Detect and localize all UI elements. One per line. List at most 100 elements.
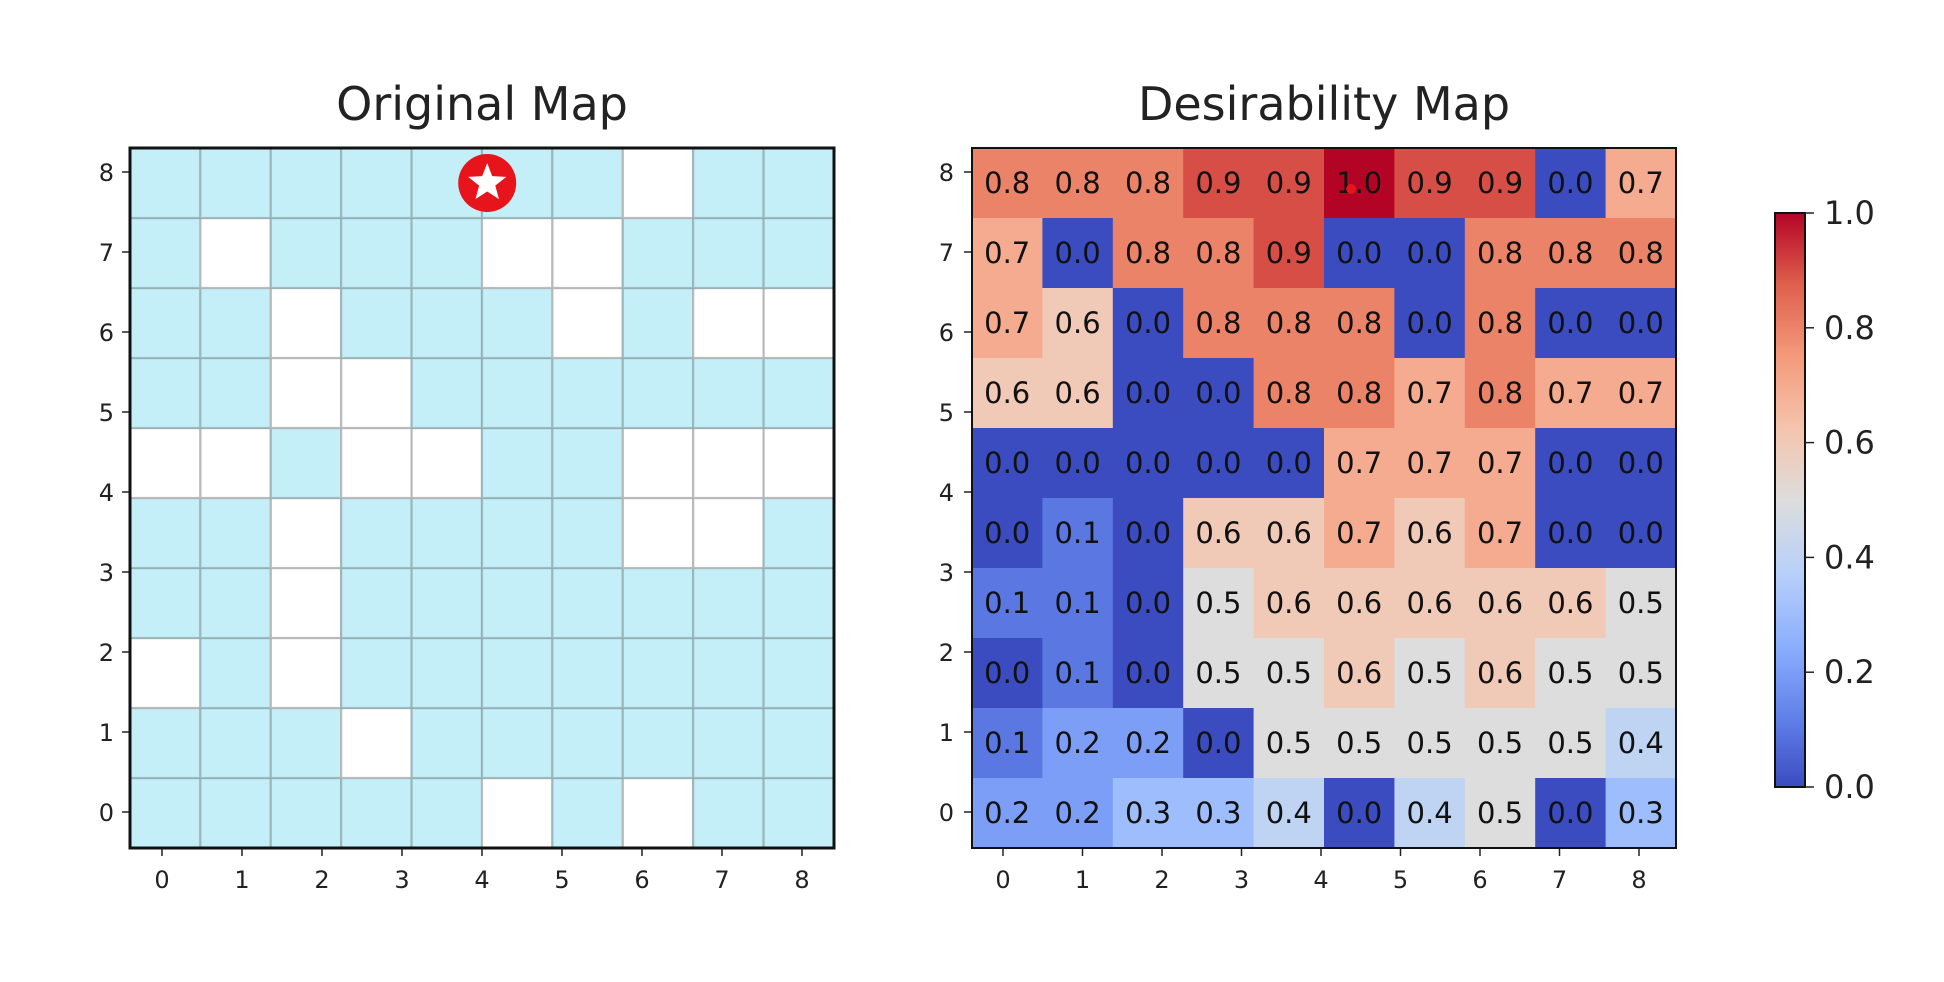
colorbar-tick-label: 0.2 (1824, 653, 1875, 691)
open-cell (410, 566, 484, 640)
open-cell (480, 426, 554, 500)
blocked-cell (621, 496, 695, 570)
heatmap-cell (1253, 428, 1325, 499)
x-tick-label: 8 (1631, 866, 1646, 894)
heatmap-cell (1324, 358, 1395, 429)
y-tick-label: 1 (99, 719, 114, 747)
heatmap-cell (1324, 498, 1395, 569)
heatmap-cell (1183, 708, 1255, 779)
heatmap-cell (1183, 568, 1255, 639)
heatmap-cell (1535, 498, 1607, 569)
cell-value-label: 0.8 (1055, 166, 1101, 200)
cell-value-label: 0.0 (1547, 306, 1593, 340)
heatmap-cell (1464, 428, 1536, 499)
cell-value-label: 0.5 (1266, 726, 1312, 760)
y-tick-label: 3 (939, 559, 954, 587)
heatmap-cell (1253, 358, 1325, 429)
original-map-ticks: 0 1 2 3 4 5 6 7 8 0 1 2 3 4 5 6 7 8 (99, 159, 810, 894)
y-tick-label: 2 (939, 639, 954, 667)
heatmap-cell (1253, 778, 1325, 849)
cell-value-label: 0.7 (984, 306, 1030, 340)
colorbar-tick-label: 0.6 (1824, 424, 1875, 462)
y-tick-label: 5 (939, 399, 954, 427)
colorbar-tick-label: 0.0 (1824, 768, 1875, 806)
cell-value-label: 0.5 (1477, 726, 1523, 760)
x-tick-label: 8 (794, 866, 809, 894)
heatmap-cell (1324, 638, 1395, 709)
open-cell (692, 356, 765, 430)
x-tick-label: 4 (474, 866, 489, 894)
cell-value-label: 0.8 (1336, 376, 1382, 410)
open-cell (128, 706, 202, 780)
open-cell (621, 216, 695, 290)
open-cell (551, 776, 624, 850)
cell-value-label: 0.8 (1477, 306, 1523, 340)
blocked-cell (340, 706, 413, 780)
heatmap-cell (1394, 428, 1466, 499)
cell-value-label: 0.0 (1547, 796, 1593, 830)
cell-value-label: 0.6 (1336, 656, 1382, 690)
cell-value-label: 0.8 (1195, 236, 1241, 270)
open-cell (551, 706, 624, 780)
cell-value-label: 0.0 (1195, 726, 1241, 760)
cell-value-label: 0.6 (1195, 516, 1241, 550)
cell-value-label: 0.7 (1547, 376, 1593, 410)
x-tick-label: 5 (554, 866, 569, 894)
cell-value-label: 0.5 (1618, 586, 1664, 620)
blocked-cell (128, 426, 202, 500)
open-cell (480, 286, 554, 360)
blocked-cell (621, 426, 695, 500)
heatmap-cell (1183, 148, 1255, 219)
open-cell (551, 426, 624, 500)
open-cell (269, 776, 343, 850)
y-tick-label: 4 (99, 479, 114, 507)
cell-value-label: 0.0 (1547, 166, 1593, 200)
cell-value-label: 0.7 (1477, 446, 1523, 480)
heatmap-cell (972, 148, 1043, 219)
cell-value-label: 0.0 (1055, 236, 1101, 270)
cell-value-label: 0.0 (1125, 586, 1171, 620)
heatmap-cell (1535, 288, 1607, 359)
cell-value-label: 0.0 (1195, 446, 1241, 480)
heatmap-cell (1535, 568, 1607, 639)
cell-value-label: 0.0 (984, 656, 1030, 690)
open-cell (692, 216, 765, 290)
heatmap-cell (1464, 778, 1536, 849)
colorbar (1774, 212, 1806, 788)
heatmap-cell (1042, 218, 1114, 289)
cell-value-label: 0.5 (1195, 586, 1241, 620)
y-tick-label: 0 (939, 799, 954, 827)
cell-value-label: 0.8 (1618, 236, 1664, 270)
x-tick-label: 3 (1234, 866, 1249, 894)
cell-value-label: 0.4 (1618, 726, 1664, 760)
heatmap-cell (1253, 638, 1325, 709)
heatmap-cell (1394, 288, 1466, 359)
heatmap-cell (1394, 638, 1466, 709)
heatmap-cell (1464, 638, 1536, 709)
original-map-grid (128, 146, 836, 850)
cell-value-label: 0.2 (1055, 726, 1101, 760)
cell-value-label: 0.0 (1125, 446, 1171, 480)
cell-value-label: 0.3 (1618, 796, 1664, 830)
blocked-cell (480, 216, 554, 290)
heatmap-cell (1253, 288, 1325, 359)
open-cell (340, 496, 413, 570)
open-cell (199, 356, 272, 430)
open-cell (340, 286, 413, 360)
open-cell (762, 496, 836, 570)
heatmap-cell (1253, 708, 1325, 779)
heatmap-cell (972, 358, 1043, 429)
heatmap-cell (972, 498, 1043, 569)
y-tick-label: 6 (99, 319, 114, 347)
heatmap-cell (1605, 498, 1677, 569)
blocked-cell (199, 216, 272, 290)
blocked-cell (269, 496, 343, 570)
colorbar-tick-label: 0.4 (1824, 538, 1875, 576)
heatmap-cell (1394, 498, 1466, 569)
heatmap-cell (1605, 428, 1677, 499)
open-cell (621, 706, 695, 780)
blocked-cell (551, 216, 624, 290)
cell-value-label: 0.1 (984, 726, 1030, 760)
heatmap-cell (1464, 288, 1536, 359)
y-tick-label: 7 (99, 239, 114, 267)
